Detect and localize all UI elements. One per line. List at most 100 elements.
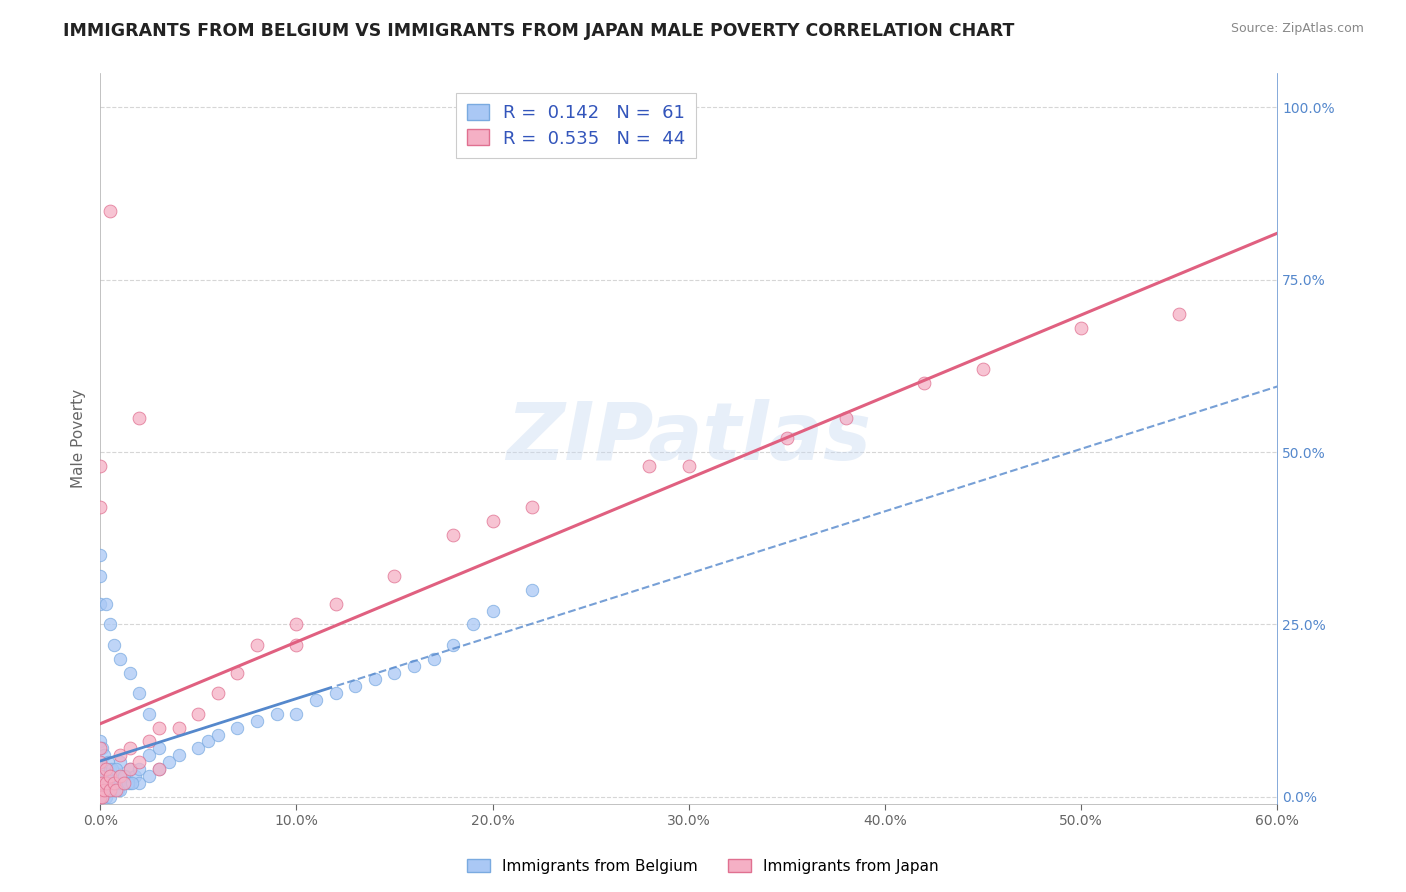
Point bbox=[89, 458, 111, 473]
Point bbox=[422, 652, 444, 666]
Point bbox=[128, 776, 150, 790]
Point bbox=[89, 755, 111, 769]
Point bbox=[94, 789, 117, 804]
Point bbox=[118, 762, 141, 776]
Point bbox=[93, 748, 115, 763]
Point bbox=[461, 617, 484, 632]
Point bbox=[157, 755, 180, 769]
Point bbox=[89, 782, 111, 797]
Point bbox=[481, 514, 503, 528]
Point bbox=[94, 776, 117, 790]
Point bbox=[98, 782, 121, 797]
Point bbox=[89, 769, 111, 783]
Point bbox=[98, 617, 121, 632]
Point bbox=[118, 762, 141, 776]
Point bbox=[678, 458, 700, 473]
Point bbox=[97, 782, 120, 797]
Point bbox=[103, 638, 125, 652]
Point bbox=[325, 597, 347, 611]
Point bbox=[402, 658, 425, 673]
Point bbox=[138, 706, 160, 721]
Point bbox=[112, 769, 135, 783]
Point bbox=[91, 789, 114, 804]
Point bbox=[121, 776, 143, 790]
Point bbox=[776, 431, 799, 445]
Point bbox=[266, 706, 288, 721]
Point bbox=[107, 782, 129, 797]
Point bbox=[94, 769, 117, 783]
Point bbox=[98, 782, 121, 797]
Point bbox=[91, 741, 114, 756]
Point bbox=[1070, 321, 1092, 335]
Point bbox=[148, 762, 170, 776]
Point bbox=[108, 776, 131, 790]
Point bbox=[167, 748, 190, 763]
Point bbox=[104, 782, 127, 797]
Point bbox=[384, 665, 406, 680]
Point bbox=[89, 755, 111, 769]
Point bbox=[148, 721, 170, 735]
Point bbox=[94, 782, 117, 797]
Point bbox=[187, 706, 209, 721]
Point bbox=[89, 500, 111, 515]
Point bbox=[89, 789, 111, 804]
Point bbox=[108, 769, 131, 783]
Y-axis label: Male Poverty: Male Poverty bbox=[72, 389, 86, 488]
Point bbox=[138, 748, 160, 763]
Point bbox=[118, 741, 141, 756]
Point bbox=[101, 762, 124, 776]
Point bbox=[89, 597, 111, 611]
Point bbox=[104, 776, 127, 790]
Point bbox=[93, 782, 115, 797]
Point bbox=[148, 762, 170, 776]
Point bbox=[124, 769, 146, 783]
Point bbox=[207, 686, 229, 700]
Point bbox=[226, 721, 249, 735]
Point bbox=[89, 776, 111, 790]
Point bbox=[89, 549, 111, 563]
Legend: R =  0.142   N =  61, R =  0.535   N =  44: R = 0.142 N = 61, R = 0.535 N = 44 bbox=[457, 93, 696, 159]
Point bbox=[89, 776, 111, 790]
Point bbox=[138, 734, 160, 748]
Point bbox=[226, 665, 249, 680]
Point bbox=[97, 755, 120, 769]
Point bbox=[97, 776, 120, 790]
Point bbox=[108, 769, 131, 783]
Point bbox=[912, 376, 935, 391]
Point bbox=[112, 776, 135, 790]
Point bbox=[285, 617, 308, 632]
Point bbox=[93, 769, 115, 783]
Point bbox=[128, 410, 150, 425]
Point bbox=[1168, 307, 1191, 321]
Point bbox=[108, 748, 131, 763]
Point bbox=[325, 686, 347, 700]
Point bbox=[98, 769, 121, 783]
Point bbox=[91, 776, 114, 790]
Point bbox=[89, 789, 111, 804]
Point bbox=[117, 776, 139, 790]
Point bbox=[98, 762, 121, 776]
Point bbox=[89, 734, 111, 748]
Point bbox=[93, 782, 115, 797]
Point bbox=[481, 603, 503, 617]
Point bbox=[638, 458, 661, 473]
Point bbox=[118, 665, 141, 680]
Point bbox=[246, 638, 269, 652]
Point bbox=[89, 741, 111, 756]
Point bbox=[138, 769, 160, 783]
Text: Source: ZipAtlas.com: Source: ZipAtlas.com bbox=[1230, 22, 1364, 36]
Point bbox=[112, 776, 135, 790]
Point bbox=[89, 569, 111, 583]
Point bbox=[344, 679, 367, 693]
Point bbox=[89, 762, 111, 776]
Point bbox=[108, 782, 131, 797]
Point bbox=[89, 776, 111, 790]
Point bbox=[114, 769, 136, 783]
Point bbox=[89, 782, 111, 797]
Point bbox=[207, 728, 229, 742]
Text: IMMIGRANTS FROM BELGIUM VS IMMIGRANTS FROM JAPAN MALE POVERTY CORRELATION CHART: IMMIGRANTS FROM BELGIUM VS IMMIGRANTS FR… bbox=[63, 22, 1015, 40]
Point bbox=[91, 776, 114, 790]
Point bbox=[441, 527, 464, 541]
Point bbox=[834, 410, 856, 425]
Point bbox=[101, 776, 124, 790]
